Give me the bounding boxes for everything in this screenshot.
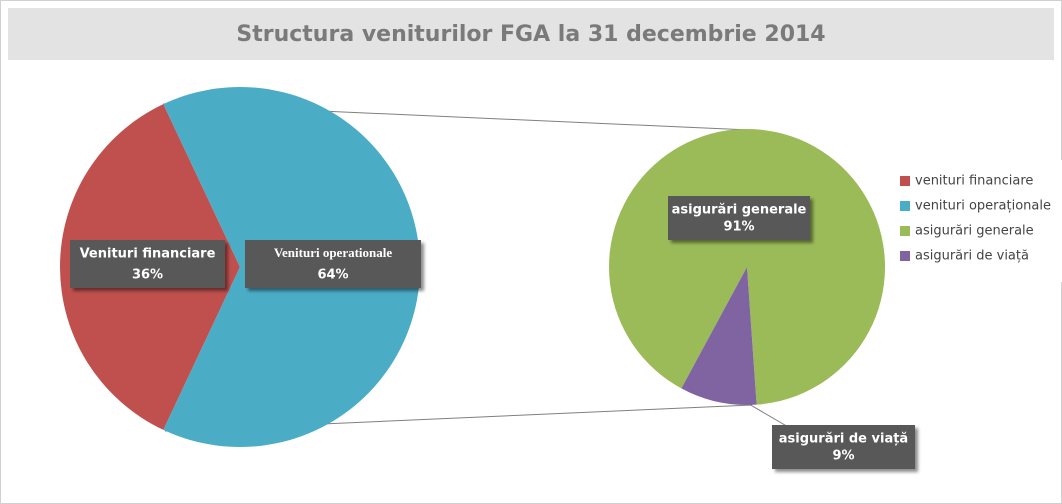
chart-title: Structura veniturilor FGA la 31 decembri… bbox=[236, 22, 825, 47]
data-label-name: asigurări generale bbox=[672, 203, 807, 218]
data-label-value: 36% bbox=[132, 268, 163, 283]
title-bar bbox=[8, 8, 1054, 60]
data-label-box bbox=[245, 240, 421, 288]
data-label-name: Venituri financiare bbox=[80, 247, 216, 262]
data-label-value: 9% bbox=[832, 449, 854, 464]
legend-swatch bbox=[900, 176, 910, 186]
data-label-box bbox=[772, 425, 915, 469]
legend-swatch bbox=[900, 226, 910, 236]
legend-label: venituri financiare bbox=[915, 174, 1033, 189]
legend-label: asigurări generale bbox=[915, 224, 1034, 239]
data-label-name: asigurări de viață bbox=[779, 432, 908, 447]
data-label-name: Venituri operationale bbox=[274, 245, 393, 260]
legend-box bbox=[893, 160, 1062, 282]
data-label-box bbox=[70, 240, 225, 288]
legend-label: asigurări de viață bbox=[915, 249, 1029, 264]
data-label-box bbox=[668, 196, 810, 240]
legend-swatch bbox=[900, 201, 910, 211]
pie-slice bbox=[681, 267, 757, 405]
legend-swatch bbox=[900, 251, 910, 261]
data-label-value: 64% bbox=[317, 268, 348, 283]
legend-label: venituri operaționale bbox=[915, 199, 1051, 214]
data-label-value: 91% bbox=[723, 220, 754, 235]
